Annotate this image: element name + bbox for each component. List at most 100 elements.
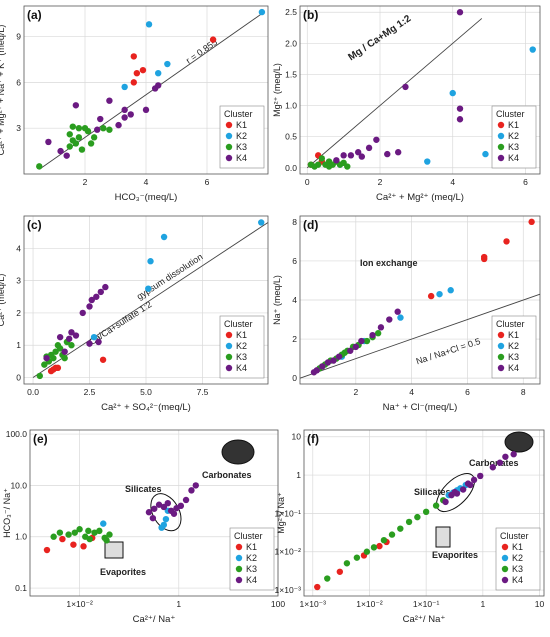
legend-label-k2: K2 bbox=[236, 341, 247, 351]
legend-label-k2: K2 bbox=[246, 553, 257, 563]
legend-marker-k3 bbox=[235, 565, 243, 573]
x-tick-label: 1×10⁻² bbox=[356, 599, 383, 609]
data-point-k3 bbox=[66, 131, 73, 138]
panel-c: 0.0 2.5 5.0 7.5 0 1 2 3 4 (c) Ca²⁺ + SO₄²⁻(meq/L) C… bbox=[0, 215, 269, 413]
data-point-k4 bbox=[373, 136, 380, 143]
data-point-k2 bbox=[258, 219, 265, 226]
data-point-k3 bbox=[71, 529, 78, 536]
data-point-k4 bbox=[57, 147, 64, 155]
data-point-k3 bbox=[380, 536, 388, 544]
data-point-k4 bbox=[121, 114, 128, 121]
data-point-k4 bbox=[149, 514, 157, 522]
x-tick-label: 0 bbox=[305, 177, 310, 187]
data-point-k4 bbox=[358, 337, 365, 345]
legend-label-k3: K3 bbox=[236, 142, 247, 152]
data-point-k2 bbox=[529, 46, 536, 53]
panel-label: (e) bbox=[33, 432, 48, 446]
data-point-k1 bbox=[80, 543, 87, 550]
data-point-k3 bbox=[90, 134, 98, 141]
legend-marker-k3 bbox=[225, 143, 233, 151]
legend-marker-k2 bbox=[501, 554, 509, 562]
data-point-k4 bbox=[61, 348, 68, 355]
legend-marker-k3 bbox=[497, 353, 505, 361]
data-point-k3 bbox=[96, 527, 103, 535]
y-tick-label: 4 bbox=[16, 243, 21, 253]
data-point-k3 bbox=[61, 354, 68, 362]
data-point-k4 bbox=[319, 363, 326, 370]
data-point-k3 bbox=[65, 531, 72, 538]
legend-label-k4: K4 bbox=[512, 575, 523, 585]
legend-marker-k3 bbox=[497, 143, 505, 151]
legend-marker-k2 bbox=[235, 554, 243, 562]
data-point-k3 bbox=[106, 126, 113, 133]
legend-label-k1: K1 bbox=[512, 542, 523, 552]
silicates-label: Silicates bbox=[414, 487, 451, 497]
x-tick-label: 2.5 bbox=[84, 387, 96, 397]
legend-marker-k2 bbox=[225, 342, 233, 350]
data-point-k2 bbox=[436, 290, 443, 298]
data-point-k4 bbox=[88, 296, 95, 304]
legend-label-k4: K4 bbox=[246, 575, 257, 585]
data-point-k4 bbox=[347, 152, 355, 159]
y-tick-label: 3 bbox=[16, 276, 21, 286]
legend-marker-k4 bbox=[497, 364, 505, 372]
y-tick-label: 10.0 bbox=[10, 480, 27, 490]
x-tick-label: 4 bbox=[144, 177, 149, 187]
x-tick-label: 6 bbox=[523, 177, 528, 187]
y-tick-label: 1.0 bbox=[285, 101, 297, 111]
data-point-k3 bbox=[91, 529, 98, 536]
data-point-k3 bbox=[432, 502, 440, 509]
data-point-k4 bbox=[394, 308, 401, 315]
data-point-k3 bbox=[50, 533, 57, 540]
data-point-k4 bbox=[358, 153, 366, 160]
y-tick-label: 0.5 bbox=[285, 132, 297, 142]
silicates-label: Silicates bbox=[125, 484, 162, 494]
y-tick-label: 0.1 bbox=[15, 583, 27, 593]
x-axis-label: HCO₃⁻(meq/L) bbox=[115, 192, 178, 203]
data-point-k1 bbox=[130, 53, 137, 60]
legend-title: Cluster bbox=[496, 319, 525, 329]
y-tick-label: 1 bbox=[16, 340, 21, 350]
x-axis-label: Ca²⁺ + SO₄²⁻(meq/L) bbox=[101, 402, 191, 413]
panel-label: (f) bbox=[307, 432, 319, 446]
x-tick-label: 4 bbox=[409, 387, 414, 397]
legend-marker-k1 bbox=[225, 121, 233, 129]
ratio-label: Na / Na+Cl = 0.5 bbox=[415, 336, 482, 366]
data-point-k3 bbox=[353, 554, 361, 561]
data-point-k1 bbox=[99, 356, 107, 363]
panel-label: (b) bbox=[303, 8, 318, 22]
data-point-k4 bbox=[384, 150, 391, 158]
data-point-k4 bbox=[63, 152, 70, 159]
panel-a: 2 4 6 3 6 9 (a) HCO₃⁻(meq/L) Ca²⁺ + Mg²⁺ + Na⁺ +… bbox=[0, 5, 269, 203]
y-tick-label: 9 bbox=[16, 32, 21, 42]
data-point-k4 bbox=[43, 354, 50, 362]
data-point-k3 bbox=[86, 535, 93, 543]
data-point-k4 bbox=[86, 303, 93, 310]
data-point-k4 bbox=[510, 451, 517, 458]
panel-label: (d) bbox=[303, 218, 318, 232]
data-point-k1 bbox=[139, 66, 147, 74]
carbonates-blob bbox=[504, 431, 534, 453]
y-tick-label: 1×10⁻¹ bbox=[275, 508, 302, 518]
data-point-k4 bbox=[502, 453, 509, 460]
legend-marker-k2 bbox=[225, 132, 233, 140]
data-point-k4 bbox=[477, 472, 484, 480]
x-tick-label: 1 bbox=[176, 599, 181, 609]
data-point-k4 bbox=[369, 331, 376, 339]
y-tick-label: 2 bbox=[292, 334, 297, 344]
data-point-k3 bbox=[344, 163, 351, 170]
y-tick-label: 2 bbox=[16, 308, 21, 318]
panel-d: 2 4 6 8 0 2 4 6 8 (d) Na⁺ + Cl⁻(meq/L) Na⁺ (meq/L) I… bbox=[272, 215, 541, 413]
data-point-k2 bbox=[145, 21, 153, 28]
data-point-k2 bbox=[100, 520, 107, 527]
data-point-k3 bbox=[100, 124, 107, 132]
data-point-k4 bbox=[192, 482, 199, 489]
data-point-k4 bbox=[489, 464, 497, 471]
data-point-k3 bbox=[341, 349, 348, 356]
legend-label-k4: K4 bbox=[508, 153, 519, 163]
legend-label-k4: K4 bbox=[508, 363, 519, 373]
data-point-k4 bbox=[121, 106, 128, 114]
data-point-k3 bbox=[52, 348, 59, 355]
